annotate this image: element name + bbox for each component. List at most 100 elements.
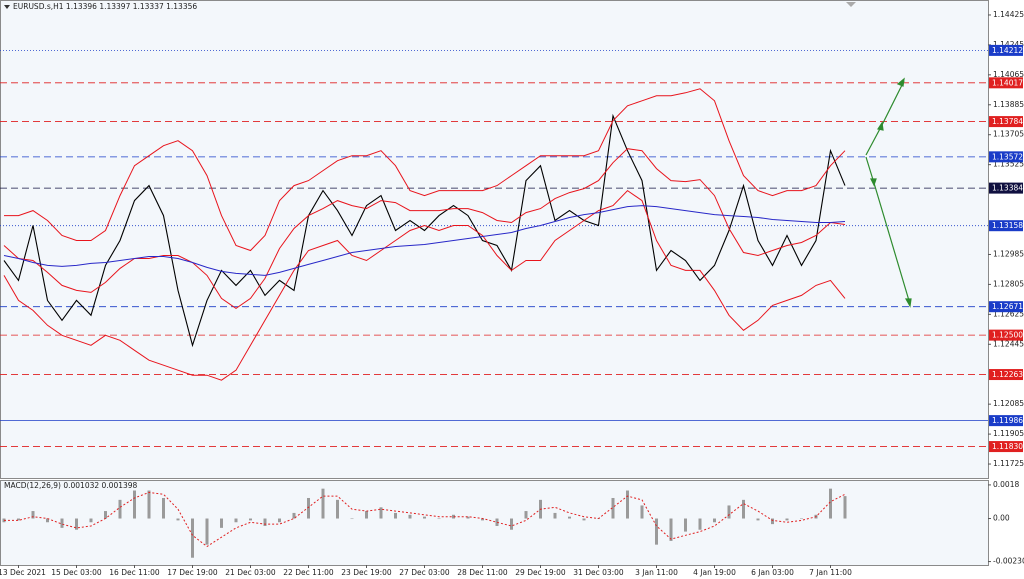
histogram-bar <box>437 518 441 520</box>
histogram-bar <box>640 505 644 519</box>
y-tick-label: 1.13525 <box>993 160 1024 169</box>
histogram-bar <box>698 518 702 530</box>
histogram-bar <box>829 488 832 519</box>
x-tick-label: 6 Jan 03:00 <box>751 568 794 577</box>
level-label: 1.14017 <box>992 78 1023 87</box>
histogram-bar <box>292 512 296 519</box>
histogram-bar <box>785 518 789 521</box>
histogram-bar <box>466 516 470 519</box>
series-line <box>3 113 846 348</box>
x-tick-label: 27 Dec 03:00 <box>399 568 450 577</box>
series-line <box>3 189 846 381</box>
histogram-bar <box>75 518 78 530</box>
level-label-box <box>989 301 1023 313</box>
histogram-bar <box>60 518 64 528</box>
level-label-box <box>989 116 1023 128</box>
arrow-head <box>870 178 877 187</box>
x-tick-label: 22 Dec 11:00 <box>283 568 334 577</box>
histogram-bar <box>147 490 151 519</box>
level-label: 1.13784 <box>992 117 1023 126</box>
level-label: 1.13384 <box>992 184 1023 193</box>
histogram-bar <box>31 511 35 519</box>
histogram-bar <box>17 518 20 521</box>
y-tick-label: 1.14425 <box>993 10 1024 19</box>
y-tick-label: 1.14065 <box>993 70 1024 79</box>
histogram-bar <box>133 490 136 519</box>
x-tick-label: 15 Dec 03:00 <box>51 568 102 577</box>
scenario-arrows <box>865 77 912 308</box>
histogram-bar <box>46 518 49 523</box>
histogram-bar <box>771 518 774 525</box>
menu-icon[interactable] <box>4 5 10 9</box>
histogram-bar <box>669 518 673 541</box>
histogram-bar <box>394 512 397 519</box>
x-tick-label: 23 Dec 19:00 <box>341 568 392 577</box>
level-label-box <box>989 44 1023 56</box>
histogram-bar <box>162 497 165 519</box>
histogram-bar <box>350 518 354 520</box>
series-line <box>3 205 846 276</box>
histogram-bar <box>89 518 93 523</box>
histogram-bar <box>655 518 658 545</box>
x-tick-label: 17 Dec 19:00 <box>167 568 218 577</box>
level-label: 1.12500 <box>992 331 1023 340</box>
histogram-bar <box>263 518 267 526</box>
histogram-bar <box>365 511 368 519</box>
histogram-bar <box>321 488 325 519</box>
level-label: 1.11830 <box>992 442 1023 451</box>
histogram-bar <box>176 518 180 521</box>
histogram-bar <box>452 514 455 519</box>
histogram-bar <box>800 518 803 520</box>
histogram-bar <box>191 518 194 558</box>
y-tick-label: 1.12085 <box>993 399 1024 408</box>
y-tick-label: 1.12985 <box>993 249 1024 258</box>
level-label: 1.12263 <box>992 370 1023 379</box>
y-tick-label: 1.14245 <box>993 40 1024 49</box>
x-tick-label: 31 Dec 03:00 <box>573 568 624 577</box>
level-label: 1.12671 <box>992 302 1023 311</box>
histogram-bar <box>553 512 557 519</box>
level-label-box <box>989 415 1023 427</box>
level-label-box <box>989 329 1023 341</box>
level-label-box <box>989 441 1023 453</box>
arrow-head <box>877 121 884 131</box>
y-tick-label: 1.11905 <box>993 429 1024 438</box>
histogram-bar <box>278 518 281 523</box>
arrow-head <box>904 298 912 308</box>
histogram-bar <box>336 499 339 519</box>
histogram-bar <box>727 505 731 519</box>
histogram-bar <box>742 499 745 519</box>
x-tick-label: 3 Jan 11:00 <box>635 568 678 577</box>
shift-marker <box>846 2 856 7</box>
y-tick-label: 1.11725 <box>993 459 1024 468</box>
series-line <box>4 88 846 252</box>
histogram-bar <box>568 516 571 519</box>
y-tick-label: 0.0018 <box>993 480 1019 489</box>
histogram-bar <box>249 518 252 521</box>
level-label: 1.11986 <box>992 416 1023 425</box>
histogram-bar <box>423 516 426 519</box>
level-label: 1.14212 <box>992 46 1023 55</box>
level-label-box <box>989 77 1023 89</box>
y-tick-label: 1.13885 <box>993 100 1024 109</box>
histogram-bar <box>756 518 760 521</box>
histogram-bar <box>611 497 615 519</box>
x-tick-label: 4 Jan 19:00 <box>693 568 736 577</box>
histogram-bar <box>713 518 716 523</box>
level-label-box <box>989 369 1023 381</box>
histogram-bar <box>481 518 484 521</box>
histogram-bar <box>118 499 122 519</box>
y-tick-label: -0.002306 <box>993 557 1024 566</box>
y-tick-label: 1.12625 <box>993 309 1024 318</box>
histogram-bar <box>379 507 383 519</box>
x-tick-label: 16 Dec 11:00 <box>109 568 160 577</box>
plot-layer: 1.14425 1.14245 1.14065 1.13885 1.13705 1.135… <box>0 10 1024 577</box>
histogram-bar <box>510 518 513 530</box>
histogram-bar <box>220 518 223 528</box>
x-tick-label: 21 Dec 03:00 <box>225 568 276 577</box>
histogram-bar <box>524 511 528 519</box>
histogram-bar <box>408 514 412 519</box>
main-pane <box>0 0 989 479</box>
x-tick-label: 28 Dec 11:00 <box>457 568 508 577</box>
histogram-bar <box>104 511 107 519</box>
